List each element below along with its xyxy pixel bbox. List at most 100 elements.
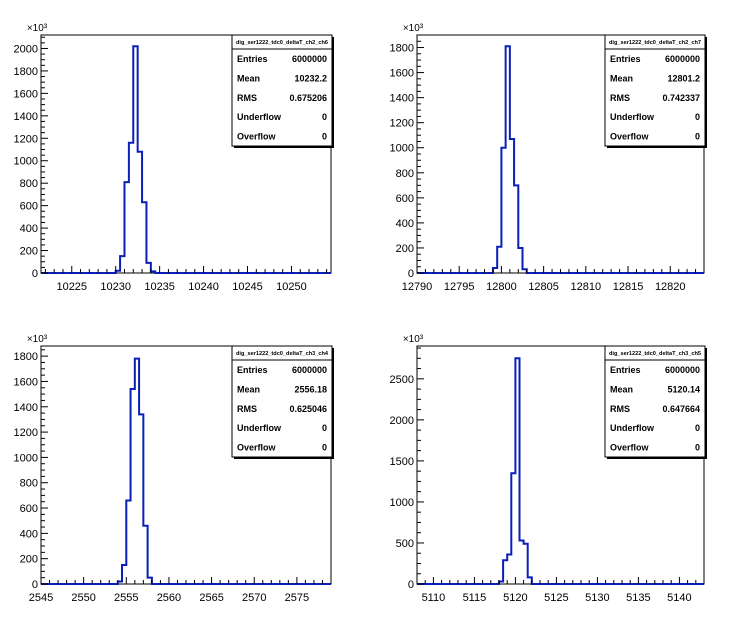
stats-label-underflow: Underflow	[610, 423, 655, 433]
x-tick-label: 10225	[56, 281, 87, 293]
x-tick-label: 2550	[71, 592, 95, 604]
x-tick-label: 2555	[114, 592, 138, 604]
stats-value-mean: 2556.18	[294, 384, 327, 394]
stats-label-rms: RMS	[610, 93, 630, 103]
y-tick-label: 1800	[390, 43, 414, 55]
y-tick-label: 0	[408, 268, 414, 280]
histogram-panel-2: 12790 12795 12800 12805 12810 12815 12820 0 200 4…	[390, 23, 707, 293]
stats-value-entries: 6000000	[292, 54, 327, 64]
stats-histogram-name: dig_ser1222_tdc0_deltaT_ch3_ch5	[609, 351, 701, 357]
stats-value-rms: 0.625046	[289, 404, 327, 414]
y-tick-label: 200	[20, 246, 38, 258]
stats-value-overflow: 0	[695, 443, 700, 453]
y-tick-label: 1000	[390, 143, 414, 155]
y-tick-label: 400	[20, 528, 38, 540]
histogram-panel-3: 2545 2550 2555 2560 2565 2570 2575 0 200 400 600 80…	[14, 334, 334, 604]
x-tick-label: 10250	[276, 281, 307, 293]
stats-value-overflow: 0	[322, 443, 327, 453]
x-tick-label: 5135	[626, 592, 650, 604]
stats-label-mean: Mean	[237, 73, 260, 83]
histogram-panel-4: 5110 5115 5120 5125 5130 5135 5140 0 500 1000 1500…	[390, 334, 707, 604]
x-tick-label: 10230	[100, 281, 131, 293]
y-tick-label: 1200	[14, 133, 38, 145]
x-tick-label: 2560	[157, 592, 181, 604]
stats-value-underflow: 0	[695, 112, 700, 122]
x-tick-label: 10245	[232, 281, 263, 293]
x-tick-label: 12790	[402, 281, 433, 293]
x-tick-label: 10240	[188, 281, 219, 293]
x-tick-label: 12805	[528, 281, 559, 293]
y-tick-label: 1200	[14, 427, 38, 439]
y-tick-label: 1800	[14, 351, 38, 363]
stats-label-entries: Entries	[610, 54, 641, 64]
stats-value-overflow: 0	[322, 132, 327, 142]
x-tick-label: 5140	[667, 592, 691, 604]
y-tick-label: 1400	[14, 111, 38, 123]
stats-label-rms: RMS	[237, 404, 257, 414]
stats-label-overflow: Overflow	[610, 443, 650, 453]
histogram-panel-1: 10225 10230 10235 10240 10245 10250 0 200 400 600…	[14, 23, 334, 293]
x-tick-label: 2575	[285, 592, 309, 604]
y-tick-label: 1500	[390, 456, 414, 468]
x-tick-label: 5130	[585, 592, 609, 604]
x-tick-label: 12810	[571, 281, 602, 293]
x-tick-label: 5115	[463, 592, 487, 604]
x-tick-label: 2570	[242, 592, 266, 604]
y-tick-label: 800	[20, 478, 38, 490]
x-tick-label: 2565	[199, 592, 223, 604]
y-multiplier-label: ×10³	[403, 23, 424, 34]
stats-value-mean: 10232.2	[294, 73, 327, 83]
stats-value-rms: 0.742337	[662, 93, 700, 103]
y-multiplier-label: ×10³	[27, 334, 48, 345]
y-tick-label: 500	[396, 538, 414, 550]
histogram-series-line	[41, 357, 331, 585]
stats-value-mean: 12801.2	[667, 73, 700, 83]
histogram-series-line	[417, 357, 704, 585]
x-tick-label: 12815	[613, 281, 644, 293]
stats-box: dig_ser1222_tdc0_deltaT_ch3_ch4 Entries 60…	[231, 345, 334, 459]
stats-label-rms: RMS	[610, 404, 630, 414]
y-tick-label: 1400	[14, 402, 38, 414]
y-tick-label: 2500	[390, 374, 414, 386]
y-tick-label: 1000	[14, 452, 38, 464]
y-tick-label: 1200	[390, 118, 414, 130]
stats-value-rms: 0.647664	[662, 404, 700, 414]
stats-histogram-name: dig_ser1222_tdc0_deltaT_ch2_ch6	[236, 40, 328, 46]
stats-label-underflow: Underflow	[237, 112, 282, 122]
stats-value-underflow: 0	[322, 112, 327, 122]
x-tick-label: 12820	[655, 281, 686, 293]
y-tick-label: 200	[20, 554, 38, 566]
stats-label-rms: RMS	[237, 93, 257, 103]
stats-box-frame	[231, 345, 333, 458]
stats-label-overflow: Overflow	[237, 443, 277, 453]
stats-value-entries: 6000000	[292, 365, 327, 375]
stats-value-overflow: 0	[695, 132, 700, 142]
y-tick-label: 1800	[14, 66, 38, 78]
x-tick-label: 5120	[503, 592, 527, 604]
y-tick-label: 1000	[390, 497, 414, 509]
y-tick-label: 1600	[14, 88, 38, 100]
stats-label-entries: Entries	[237, 365, 268, 375]
stats-box-frame	[231, 34, 333, 147]
y-tick-label: 800	[20, 178, 38, 190]
histogram-bin	[520, 541, 524, 584]
stats-label-mean: Mean	[610, 73, 633, 83]
x-tick-label: 2545	[29, 592, 53, 604]
stats-box: dig_ser1222_tdc0_deltaT_ch2_ch6 Entries 60…	[231, 34, 334, 148]
y-tick-label: 800	[396, 168, 414, 180]
x-tick-label: 5110	[422, 592, 446, 604]
stats-label-mean: Mean	[237, 384, 260, 394]
stats-value-mean: 5120.14	[667, 384, 700, 394]
y-multiplier-label: ×10³	[27, 23, 48, 34]
stats-box-frame	[604, 345, 706, 458]
stats-value-entries: 6000000	[665, 365, 700, 375]
x-tick-label: 5125	[544, 592, 568, 604]
y-tick-label: 2000	[14, 43, 38, 55]
stats-value-underflow: 0	[322, 423, 327, 433]
y-tick-label: 600	[396, 193, 414, 205]
y-tick-label: 1400	[390, 93, 414, 105]
stats-histogram-name: dig_ser1222_tdc0_deltaT_ch3_ch4	[236, 351, 329, 357]
x-tick-label: 12800	[486, 281, 517, 293]
stats-box: dig_ser1222_tdc0_deltaT_ch3_ch5 Entries 60…	[604, 345, 707, 459]
